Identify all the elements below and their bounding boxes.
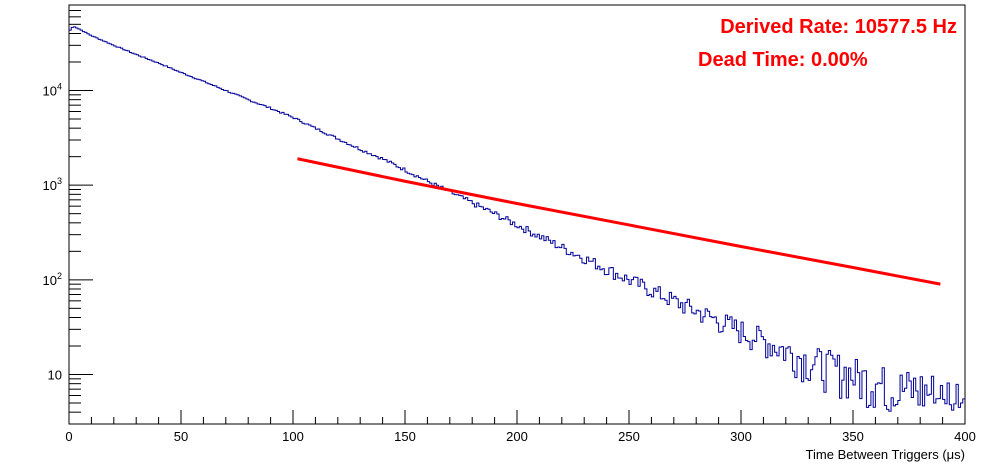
x-tick-label: 350 [842, 429, 864, 444]
y-tick-label: 103 [43, 176, 62, 193]
plot-frame [68, 4, 966, 425]
y-tick-label: 102 [43, 271, 62, 288]
x-tick-label: 100 [282, 429, 304, 444]
y-tick-exponent: 2 [57, 271, 62, 281]
y-tick-label: 10 [48, 367, 62, 382]
x-tick-label: 400 [954, 429, 976, 444]
y-tick-base: 10 [43, 83, 57, 98]
annotation-dead-time: Dead Time: 0.00% [698, 49, 868, 71]
annotation-derived-rate: Derived Rate: 10577.5 Hz [720, 16, 957, 38]
y-tick-base: 10 [43, 273, 57, 288]
x-tick-label: 200 [506, 429, 528, 444]
x-tick-label: 250 [618, 429, 640, 444]
histogram-series [69, 26, 965, 412]
x-axis-title: Time Between Triggers (μs) [806, 447, 965, 462]
y-tick-label: 104 [43, 81, 62, 98]
x-tick-label: 300 [730, 429, 752, 444]
y-tick-base: 10 [48, 367, 62, 382]
y-tick-exponent: 4 [57, 81, 62, 91]
x-tick-label: 50 [174, 429, 188, 444]
fit-line-series [297, 157, 941, 286]
y-tick-base: 10 [43, 178, 57, 193]
x-tick-label: 150 [394, 429, 416, 444]
series-layer [69, 26, 965, 412]
x-tick-label: 0 [65, 429, 72, 444]
y-tick-exponent: 3 [57, 176, 62, 186]
